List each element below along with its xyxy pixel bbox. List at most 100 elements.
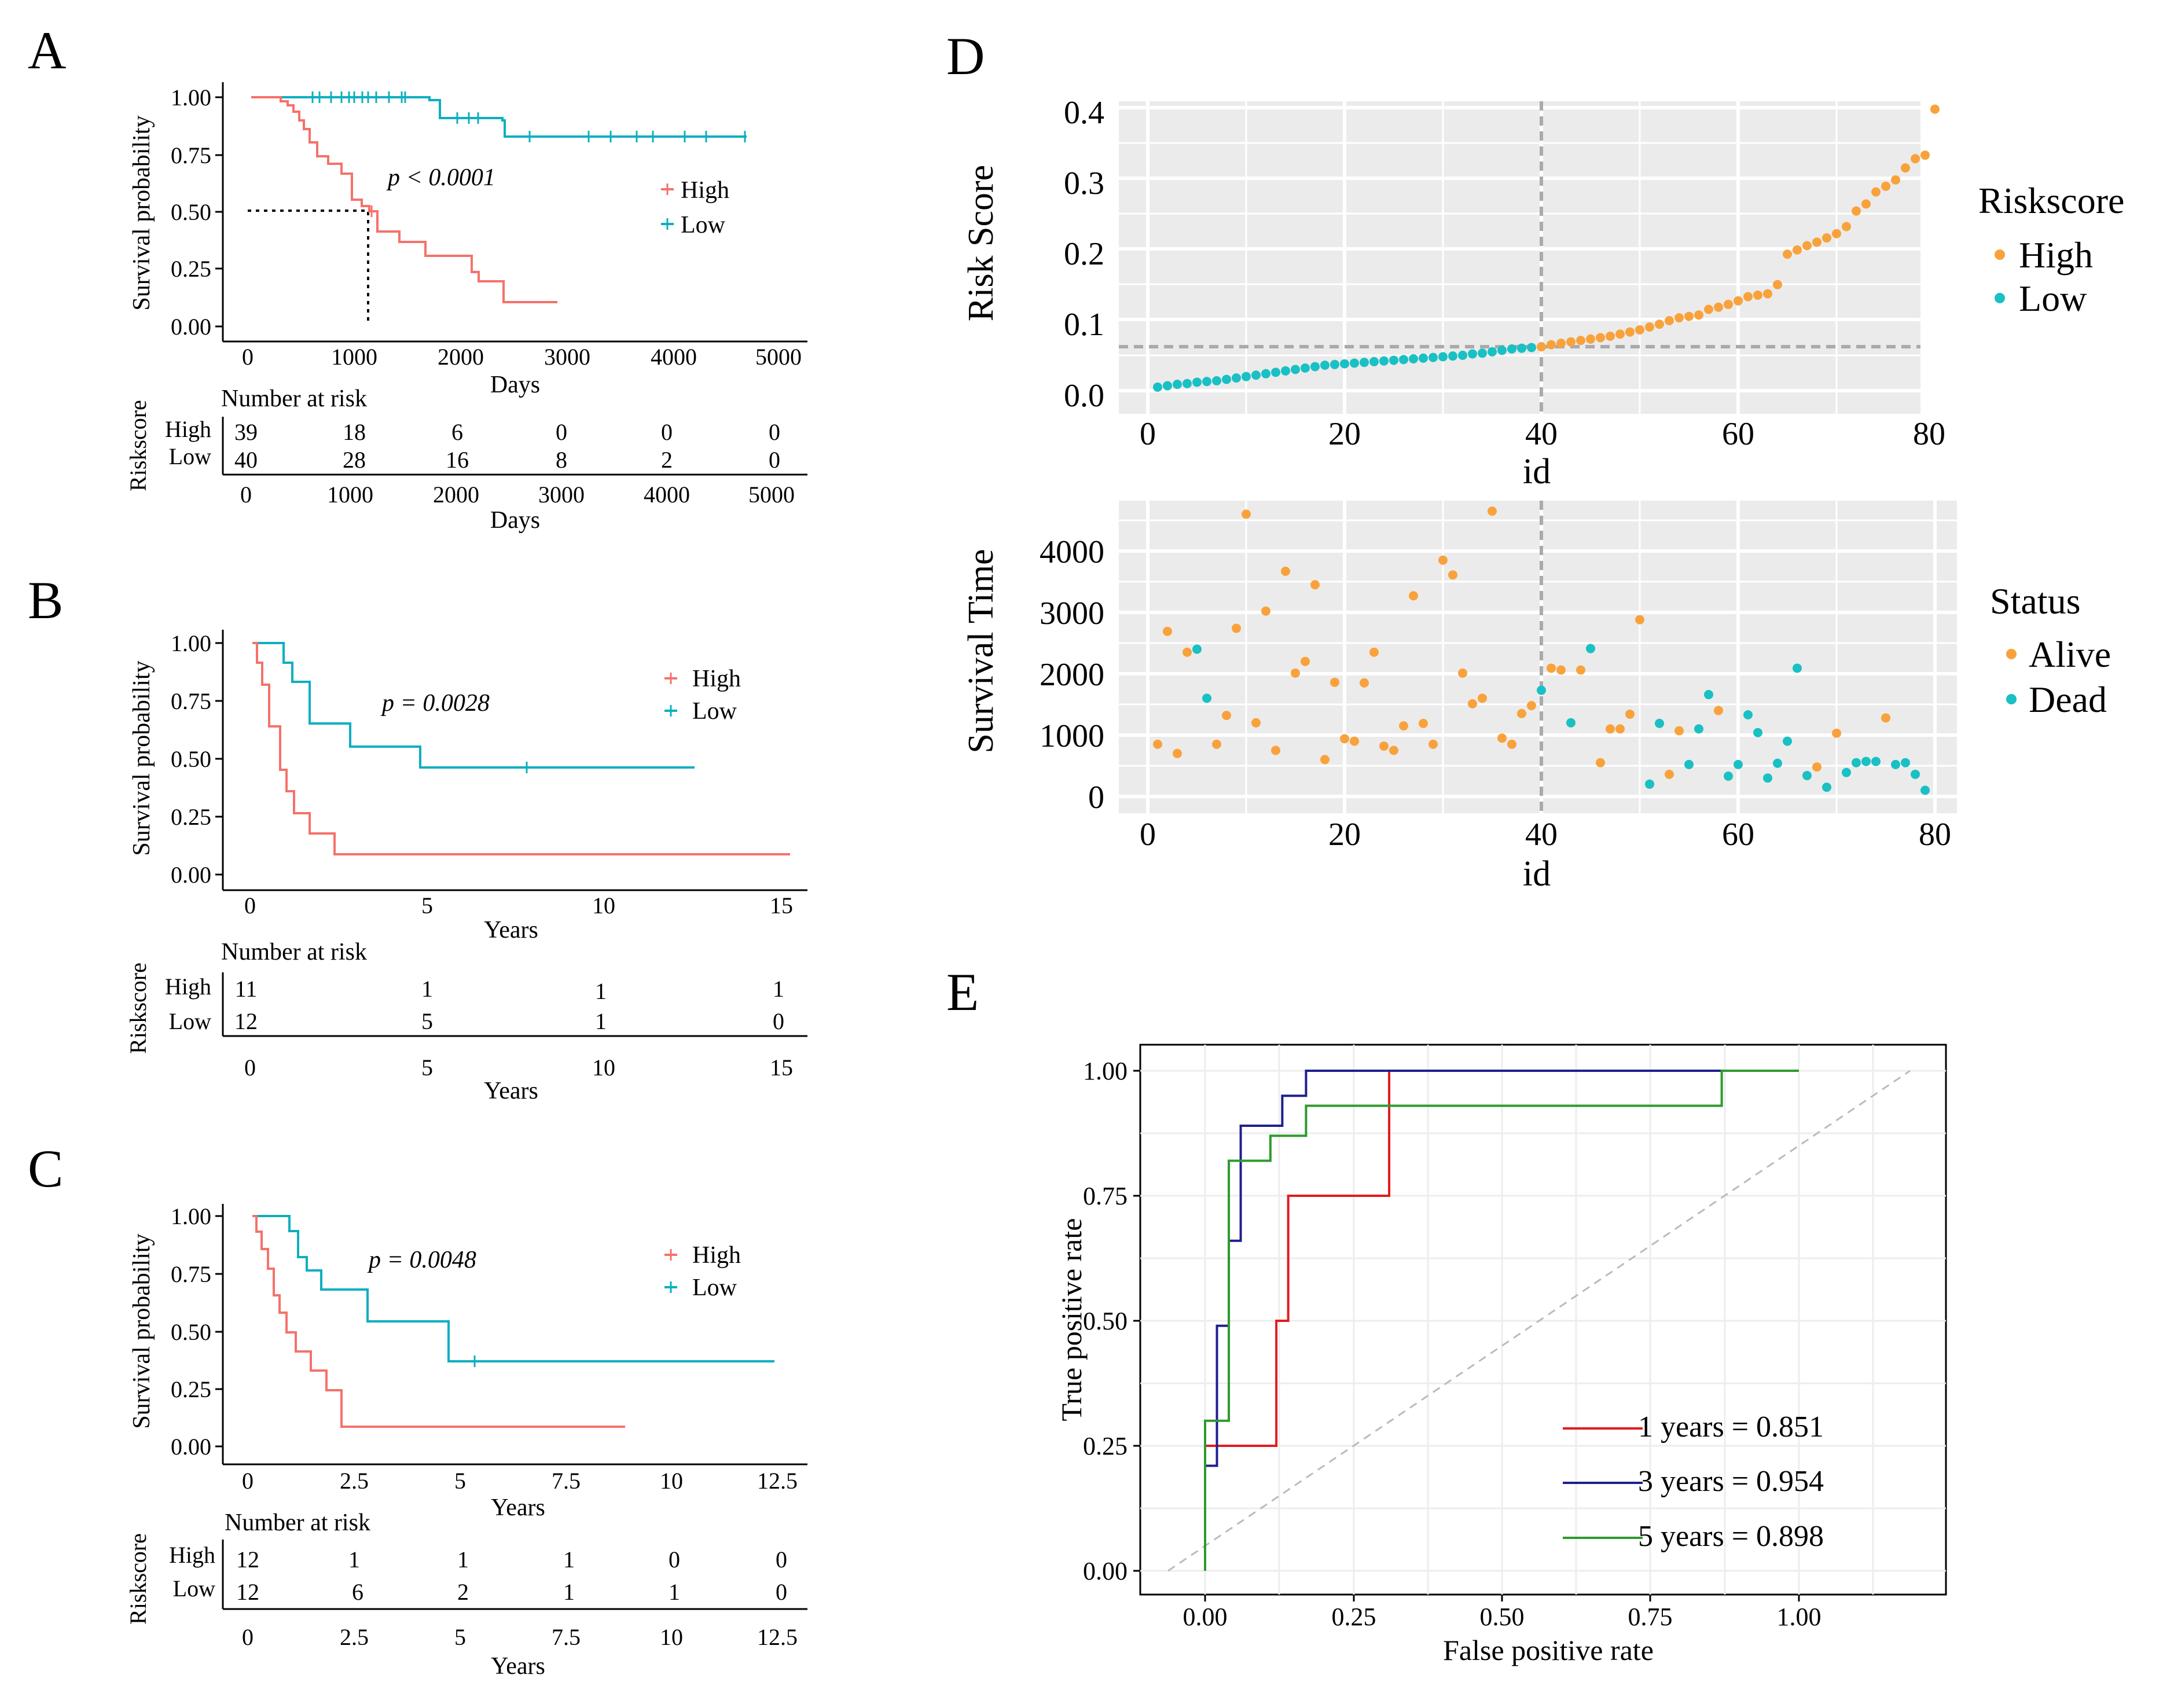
- risk-cell: 1: [595, 1008, 607, 1034]
- x-tick-label: 40: [1525, 817, 1558, 853]
- panel-label-d: D: [946, 27, 985, 86]
- legend-title: Status: [1990, 581, 2080, 622]
- x-tick-label: 3000: [544, 344, 590, 370]
- survival-point-alive: [1527, 701, 1536, 711]
- panel-label-c: C: [28, 1139, 63, 1198]
- risk-a-low-row: 40 28 16 8 2 0: [234, 447, 780, 473]
- km-plot-c: Survival probability 1.00 0.75 0.50 0.25…: [128, 1203, 807, 1521]
- risk-row-label-high: High: [165, 974, 211, 1000]
- survival-point-dead: [1704, 690, 1713, 700]
- legend-low-dot: [1995, 293, 2005, 303]
- risk-point-low: [1261, 369, 1270, 379]
- survival-point-alive: [1428, 739, 1438, 749]
- km-c-xlabel: Years: [491, 1494, 545, 1521]
- risk-cell: 0: [769, 419, 780, 445]
- surv-x-ticks: 0 20 40 60 80: [1140, 817, 1951, 853]
- x-tick-label: 10: [660, 1468, 683, 1494]
- survival-point-alive: [1517, 708, 1526, 718]
- risk-cell: 1: [595, 978, 607, 1004]
- risk-point-low: [1350, 358, 1359, 368]
- y-tick-label: 1.00: [171, 630, 211, 656]
- x-tick-label: 12.5: [757, 1624, 798, 1650]
- risk-point-high: [1793, 245, 1802, 255]
- y-tick-label: 0.25: [1083, 1432, 1128, 1460]
- survival-point-alive: [1320, 755, 1330, 765]
- risk-point-low: [1271, 368, 1280, 377]
- risk-cell: 0: [556, 419, 567, 445]
- risk-a-high-row: 39 18 6 0 0 0: [234, 419, 780, 445]
- median-line: [248, 210, 369, 324]
- risk-table-b: Number at risk Riskscore High Low 11 1 1…: [125, 939, 807, 1104]
- x-tick-label: 1000: [331, 344, 377, 370]
- risk-point-high: [1852, 206, 1861, 216]
- x-tick-label: 0.75: [1628, 1603, 1673, 1631]
- panel-label-b: B: [28, 571, 63, 630]
- risk-point-low: [1379, 356, 1389, 366]
- km-c-x-ticks: 0 2.5 5 7.5 10 12.5: [242, 1468, 798, 1494]
- km-curve-low: [252, 1215, 774, 1362]
- survival-point-dead: [1202, 693, 1211, 703]
- risk-top-x-ticks: 0 20 40 60 80: [1140, 416, 1945, 452]
- y-tick-label: 3000: [1040, 596, 1104, 631]
- risk-point-high: [1606, 331, 1615, 341]
- risk-point-low: [1183, 379, 1192, 388]
- risk-c-high-row: 12 1 1 1 0 0: [236, 1547, 787, 1573]
- risk-point-high: [1881, 181, 1890, 191]
- legend-3-years: 3 years = 0.954: [1638, 1465, 1824, 1498]
- survival-time-plot: 4000 3000 2000 1000 0 0 20 40 60 80 id S…: [961, 501, 2111, 894]
- risk-cell: 12: [236, 1547, 259, 1573]
- km-plot-a: Survival probability 1.00 0.75 0.50 0.25…: [128, 82, 807, 398]
- survival-point-alive: [1615, 724, 1625, 734]
- risk-point-low: [1242, 372, 1251, 381]
- km-curve-high: [252, 1215, 625, 1428]
- legend-1-year: 1 years = 0.851: [1638, 1411, 1824, 1443]
- survival-point-dead: [1783, 736, 1792, 746]
- risk-point-high: [1714, 302, 1723, 312]
- survival-point-alive: [1350, 736, 1359, 746]
- x-tick-label: 2000: [438, 344, 484, 370]
- risk-point-high: [1596, 333, 1605, 343]
- risk-top-ylabel: Risk Score: [961, 165, 1001, 321]
- risk-a-xlabel: Days: [490, 507, 540, 534]
- y-tick-label: 0.75: [171, 142, 211, 168]
- y-tick-label: 1000: [1040, 718, 1104, 754]
- x-tick-label: 5000: [755, 344, 802, 370]
- survival-point-dead: [1852, 758, 1861, 767]
- survival-point-alive: [1173, 748, 1182, 758]
- x-tick-label: 1000: [327, 482, 373, 508]
- survival-point-dead: [1891, 759, 1900, 769]
- risk-point-high: [1586, 334, 1595, 344]
- survival-point-alive: [1153, 739, 1162, 749]
- survival-point-alive: [1458, 668, 1467, 678]
- y-tick-label: 0.50: [171, 1319, 211, 1345]
- risk-cell: 1: [563, 1547, 575, 1573]
- risk-b-x-ticks: 0 5 10 15: [244, 1055, 793, 1081]
- risk-point-high: [1615, 329, 1625, 339]
- x-tick-label: 40: [1525, 416, 1558, 452]
- roc-xlabel: False positive rate: [1443, 1634, 1654, 1666]
- survival-point-alive: [1222, 711, 1231, 721]
- survival-point-alive: [1310, 580, 1320, 590]
- roc-curves: [1204, 1070, 1799, 1571]
- risk-point-low: [1212, 376, 1221, 385]
- risk-point-low: [1251, 370, 1261, 380]
- risk-row-label-low: Low: [169, 443, 211, 469]
- risk-point-low: [1222, 374, 1231, 384]
- survival-point-dead: [1842, 767, 1851, 777]
- roc-curve-3-years: [1205, 1070, 1799, 1467]
- km-a-x-ticks: 0 1000 2000 3000 4000 5000: [242, 344, 802, 370]
- y-tick-label: 0.00: [171, 1434, 211, 1460]
- survival-point-dead: [1537, 685, 1546, 695]
- legend-title: Riskscore: [1978, 180, 2124, 221]
- km-curve-high: [252, 642, 790, 855]
- km-c-pvalue: p = 0.0048: [367, 1247, 476, 1273]
- risk-point-high: [1901, 163, 1910, 173]
- risk-point-low: [1399, 355, 1408, 365]
- risk-point-low: [1369, 357, 1379, 366]
- x-tick-label: 4000: [644, 482, 690, 508]
- risk-point-low: [1281, 366, 1290, 376]
- survival-point-alive: [1635, 615, 1644, 625]
- risk-c-x-ticks: 0 2.5 5 7.5 10 12.5: [242, 1624, 798, 1650]
- survival-point-alive: [1340, 734, 1349, 744]
